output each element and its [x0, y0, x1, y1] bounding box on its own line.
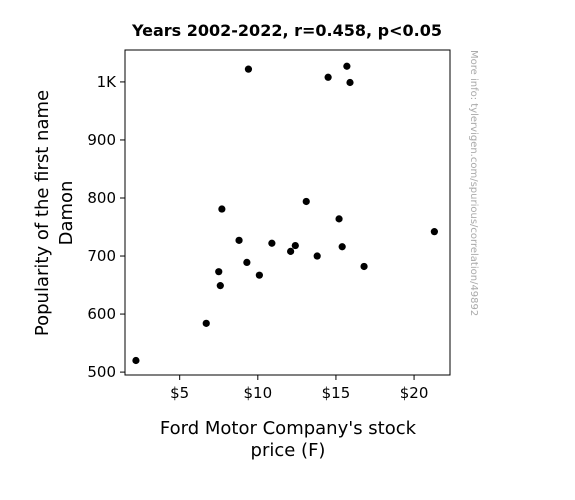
data-point — [255, 271, 263, 279]
data-point — [338, 243, 346, 251]
y-tick-label: 700 — [87, 247, 116, 265]
data-point — [335, 215, 343, 223]
x-axis-label: Ford Motor Company's stock price (F) — [160, 418, 417, 461]
data-point — [346, 78, 354, 87]
data-points — [132, 62, 438, 365]
x-axis-label-line: price (F) — [251, 440, 326, 461]
y-tick-label: 500 — [87, 363, 116, 381]
data-point — [202, 319, 210, 327]
x-tick-label: $20 — [400, 384, 429, 402]
data-point — [324, 73, 332, 81]
data-point — [313, 252, 321, 260]
y-axis-ticks: 500 600 700 800 900 1K — [87, 73, 125, 381]
x-tick-label: $10 — [243, 384, 272, 402]
plot-frame — [124, 49, 451, 376]
data-point — [243, 258, 251, 267]
y-tick-label: 900 — [87, 131, 116, 149]
x-axis-label-line: Ford Motor Company's stock — [160, 418, 417, 439]
data-point — [430, 228, 438, 236]
data-point — [244, 65, 253, 73]
data-point — [218, 205, 226, 213]
data-point — [360, 262, 368, 271]
chart-title: Years 2002-2022, r=0.458, p<0.05 — [131, 21, 442, 40]
x-axis-label-text: Ford Motor Company's stock price (F) — [160, 418, 417, 461]
y-axis-label-line: Popularity of the first name — [32, 90, 53, 336]
watermark-text: More info: tylervigen.com/spurious/corre… — [468, 50, 479, 316]
y-axis-label: Popularity of the first name Damon — [32, 90, 77, 336]
data-point — [302, 197, 310, 206]
y-axis-label-text: Popularity of the first name Damon — [32, 90, 77, 336]
data-point — [291, 241, 299, 250]
data-point — [215, 268, 223, 276]
data-point — [268, 239, 276, 247]
y-axis-label-line: Damon — [56, 181, 77, 246]
data-point — [343, 62, 351, 70]
x-tick-label: $15 — [322, 384, 351, 402]
data-point — [132, 356, 140, 365]
data-point — [235, 236, 243, 244]
x-axis-ticks: $5 $10 $15 $20 — [170, 375, 428, 402]
x-tick-label: $5 — [170, 384, 189, 402]
data-point — [287, 247, 295, 255]
data-point — [216, 282, 224, 290]
y-tick-label: 800 — [87, 189, 116, 207]
y-tick-label: 1K — [97, 73, 118, 91]
y-tick-label: 600 — [87, 305, 116, 323]
